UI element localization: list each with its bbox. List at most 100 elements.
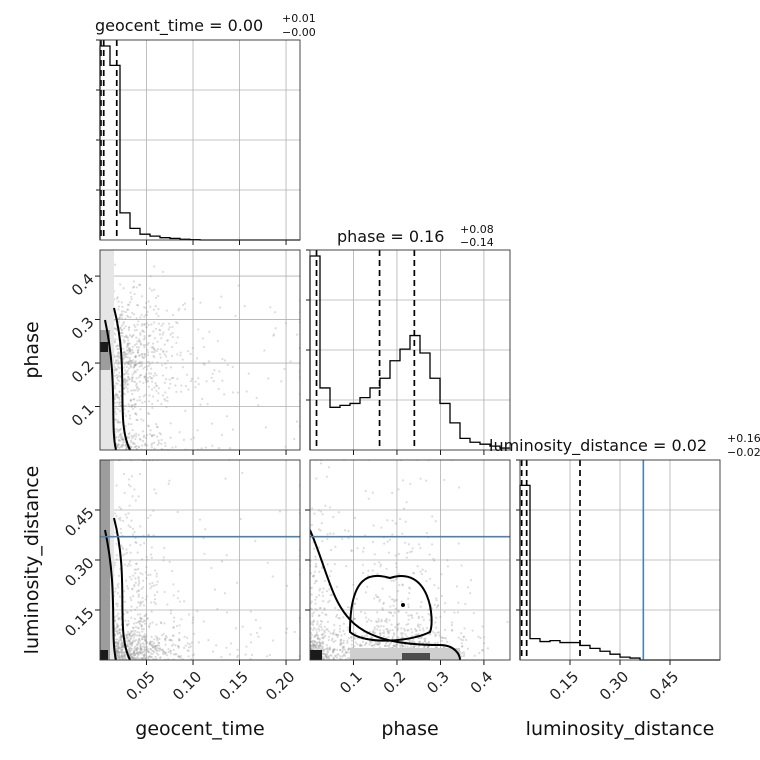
scatter-point: [119, 314, 122, 317]
scatter-point: [326, 627, 329, 631]
scatter-point: [124, 335, 127, 338]
scatter-point: [155, 583, 158, 586]
scatter-point: [413, 645, 416, 648]
scatter-point: [446, 640, 449, 643]
scatter-point: [143, 639, 147, 642]
scatter-point: [114, 361, 118, 364]
scatter-point: [124, 362, 127, 365]
scatter-point: [171, 325, 174, 329]
scatter-point: [133, 361, 136, 364]
scatter-point: [403, 627, 406, 630]
scatter-point: [435, 616, 438, 619]
scatter-point: [319, 587, 322, 590]
scatter-point: [322, 649, 325, 653]
scatter-point: [125, 361, 128, 364]
scatter-point: [134, 325, 137, 328]
scatter-point: [249, 641, 253, 644]
scatter-point: [187, 655, 190, 658]
scatter-point: [395, 562, 398, 565]
scatter-point: [407, 618, 410, 621]
hist-panel-phase: [306, 249, 511, 455]
scatter-point: [134, 657, 138, 660]
scatter-point: [420, 637, 423, 640]
scatter-point: [426, 645, 429, 649]
scatter-point: [143, 648, 146, 651]
scatter-point: [184, 308, 187, 311]
scatter-point: [318, 629, 321, 632]
scatter-point: [325, 655, 328, 658]
scatter-point: [343, 648, 346, 651]
scatter-point: [141, 322, 144, 326]
scatter-point: [132, 442, 135, 445]
scatter-point: [341, 537, 344, 540]
y-tick-label: 0.1: [68, 400, 98, 430]
scatter-point: [457, 636, 460, 639]
scatter-point: [249, 610, 252, 613]
scatter-point: [131, 656, 134, 659]
scatter-point: [191, 621, 194, 624]
scatter-point: [132, 654, 135, 657]
scatter-point: [440, 573, 443, 576]
scatter-point: [135, 413, 138, 416]
scatter-point: [202, 537, 205, 540]
scatter-point: [119, 634, 122, 637]
scatter-point: [318, 641, 321, 644]
scatter-point: [215, 644, 218, 647]
scatter-point: [154, 647, 157, 650]
scatter-point: [164, 637, 167, 640]
scatter-point: [146, 424, 150, 427]
scatter-point: [334, 655, 337, 658]
scatter-point: [114, 394, 117, 397]
scatter-point: [392, 644, 395, 647]
scatter-point: [377, 617, 380, 621]
scatter-point: [335, 615, 338, 618]
scatter-point: [123, 355, 127, 358]
scatter-point: [137, 627, 140, 630]
scatter-point: [156, 649, 159, 652]
scatter-point: [150, 446, 153, 449]
scatter-point: [119, 432, 123, 435]
scatter-point: [405, 611, 408, 614]
scatter-point: [317, 627, 320, 630]
scatter-point: [113, 561, 117, 564]
scatter-point: [157, 315, 160, 318]
scatter-point: [332, 649, 335, 653]
scatter-point: [436, 641, 439, 645]
scatter-point: [130, 634, 134, 637]
scatter-point: [135, 342, 138, 346]
scatter-point: [118, 428, 121, 432]
scatter-point: [140, 657, 143, 660]
scatter-point: [137, 641, 141, 644]
scatter-point: [441, 636, 444, 639]
scatter-point: [329, 653, 332, 657]
scatter-point: [153, 288, 156, 291]
scatter-point: [126, 636, 130, 639]
y-tick-label: 0.2: [68, 357, 98, 387]
scatter-point: [164, 643, 167, 646]
scatter-point: [144, 378, 147, 382]
scatter-point: [425, 479, 428, 482]
scatter-point: [120, 645, 124, 648]
scatter-point: [127, 649, 130, 652]
scatter-point: [328, 646, 331, 649]
scatter-point: [133, 442, 136, 445]
scatter-point: [162, 632, 165, 635]
scatter-point: [236, 648, 239, 651]
scatter-point: [400, 627, 403, 630]
scatter-point: [197, 328, 200, 331]
scatter-point: [293, 630, 296, 634]
scatter-point: [129, 352, 132, 355]
scatter-point: [154, 646, 157, 649]
scatter-point: [311, 507, 314, 510]
scatter-point: [169, 422, 172, 425]
scatter-point: [313, 644, 316, 647]
scatter-point: [427, 608, 430, 611]
scatter-point: [395, 643, 399, 646]
scatter-point: [120, 654, 123, 657]
scatter-point: [135, 336, 138, 339]
scatter-point: [477, 635, 480, 638]
scatter-point: [135, 562, 138, 565]
scatter-point: [176, 322, 179, 325]
scatter-point: [131, 407, 135, 410]
scatter-point: [321, 594, 325, 598]
